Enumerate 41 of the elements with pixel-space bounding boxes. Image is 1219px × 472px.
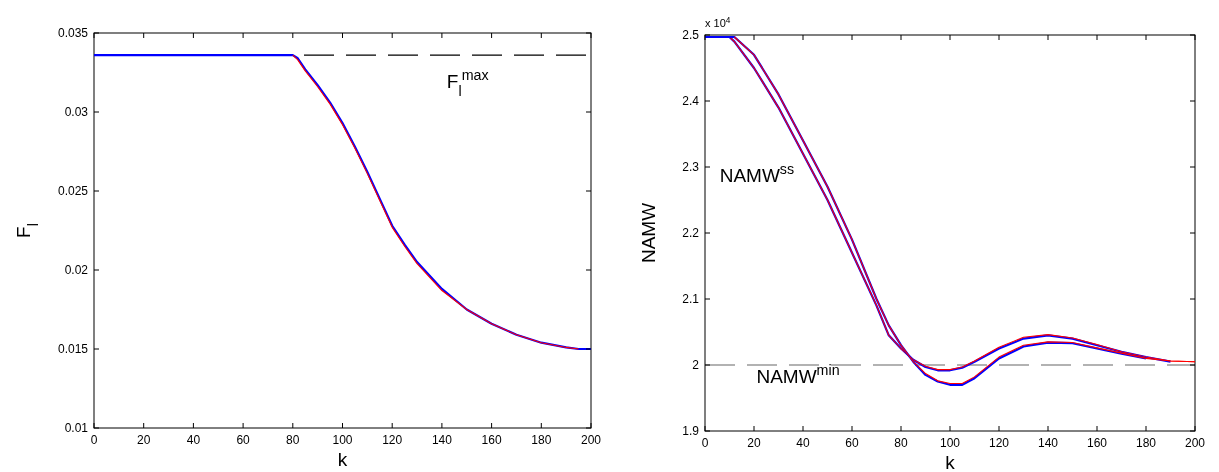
x-tick-label: 200 xyxy=(1184,436,1206,450)
x-tick-label: 40 xyxy=(186,433,201,447)
y-tick-label: 0.025 xyxy=(57,184,89,198)
y-tick-label: 2.1 xyxy=(682,292,700,306)
y-tick-label: 2.5 xyxy=(682,28,700,42)
x-tick-label: 140 xyxy=(431,433,453,447)
y-tick-label: 2.3 xyxy=(682,160,700,174)
x-tick-label: 20 xyxy=(747,436,761,450)
x-tick-label: 0 xyxy=(90,433,98,447)
y-tick-label: 0.02 xyxy=(64,263,89,277)
x-tick-label: 0 xyxy=(701,436,709,450)
x-tick-label: 200 xyxy=(580,433,602,447)
y-tick-label: 0.035 xyxy=(57,26,89,40)
y-tick-label: 2.2 xyxy=(682,226,700,240)
x-tick-label: 160 xyxy=(481,433,502,447)
text: x 10$^{4}$ xyxy=(705,15,731,30)
x-tick-label: 20 xyxy=(137,433,151,447)
annotation: NAMW$^{ss}$ xyxy=(719,160,795,186)
x-tick-label: 140 xyxy=(1037,436,1059,450)
x-tick-label: 120 xyxy=(988,436,1010,450)
y-tick-label: 0.015 xyxy=(57,342,89,356)
x-tick-label: 180 xyxy=(1135,436,1157,450)
x-tick-label: 180 xyxy=(531,433,552,447)
y-axis-title: NAMW xyxy=(638,202,659,264)
x-axis-title: k xyxy=(337,449,348,470)
y-tick-label: 2.4 xyxy=(682,94,700,108)
x-tick-label: 40 xyxy=(796,436,810,450)
x-axis-title: k xyxy=(945,452,956,472)
x-tick-label: 80 xyxy=(894,436,908,450)
x-tick-label: 60 xyxy=(236,433,251,447)
y-tick-label: 1.9 xyxy=(682,424,700,438)
x-tick-label: 100 xyxy=(332,433,353,447)
y-tick-label: 2 xyxy=(692,358,700,372)
x-tick-label: 160 xyxy=(1086,436,1108,450)
y-tick-label: 0.01 xyxy=(64,421,89,435)
y-tick-label: 0.03 xyxy=(64,105,89,119)
x-tick-label: 100 xyxy=(939,436,961,450)
x-tick-label: 120 xyxy=(382,433,403,447)
annotation: NAMW$^{min}$ xyxy=(756,362,840,388)
x-tick-label: 60 xyxy=(845,436,859,450)
x-tick-label: 80 xyxy=(286,433,300,447)
